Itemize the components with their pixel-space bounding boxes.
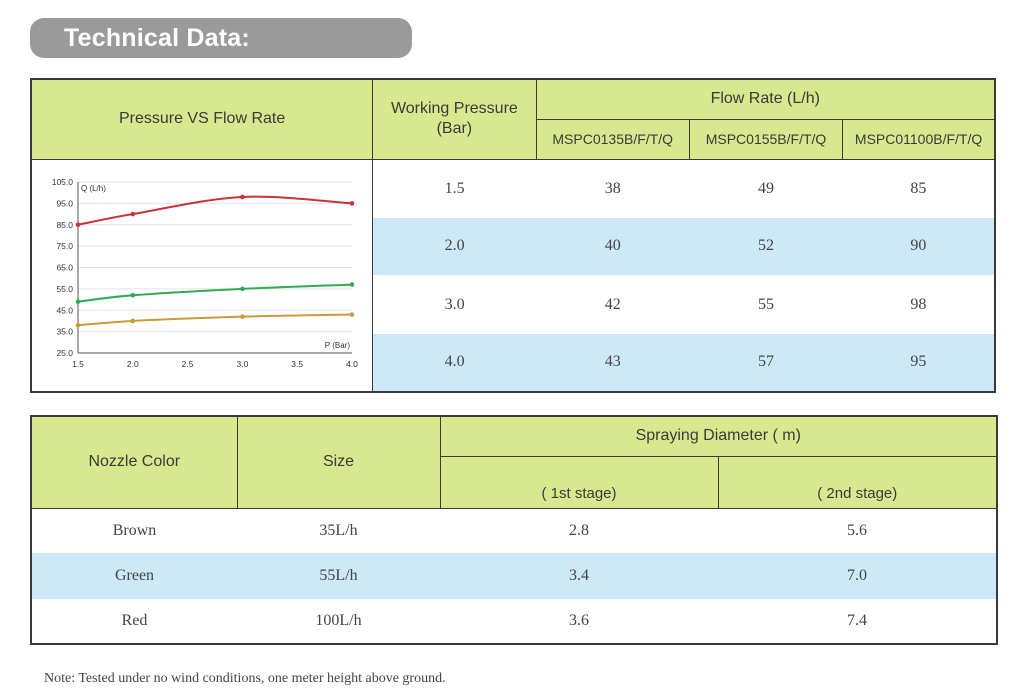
- flow-cell: 57: [689, 333, 843, 392]
- data-point: [349, 311, 355, 317]
- model-header-2: MSPC0155B/F/T/Q: [688, 118, 844, 160]
- pressure-flow-chart: 105.0 95.0 85.0 75.0 65.0 55.0 45.0 35.0 25.01.5…: [52, 177, 358, 369]
- series-line: [77, 283, 353, 303]
- flow-cell: 52: [689, 217, 843, 276]
- series-line: [77, 313, 353, 326]
- data-point: [349, 281, 355, 287]
- data-point: [130, 318, 136, 323]
- stage1-cell: 3.6: [569, 612, 589, 629]
- y-tick-label: 25.0: [56, 348, 73, 358]
- y-tick-label: 35.0: [56, 326, 73, 336]
- x-tick-label: 4.0: [346, 359, 358, 369]
- x-tick-label: 2.5: [182, 359, 194, 369]
- pressure-cell: 4.0: [372, 333, 537, 392]
- stage2-cell: 7.4: [847, 612, 867, 629]
- data-point: [240, 286, 245, 291]
- series-line: [77, 195, 353, 226]
- flow-rate-table: Pressure VS Flow Rate Working Pressure (…: [30, 78, 996, 393]
- nozzle-table: Nozzle Color Size Spraying Diameter ( m)…: [30, 415, 998, 645]
- model-header-3: MSPC01100B/F/T/Q: [842, 118, 996, 160]
- pressure-cell: 2.0: [372, 217, 537, 276]
- x-tick-label: 3.5: [291, 359, 303, 369]
- x-tick-label: 1.5: [72, 359, 84, 369]
- flow-cell: 38: [604, 179, 621, 197]
- stage1-cell: 2.8: [569, 521, 589, 539]
- stage2-cell: 7.0: [718, 553, 997, 599]
- pressure-header: Working Pressure (Bar): [372, 78, 537, 160]
- y-tick-label: 95.0: [56, 198, 73, 208]
- stage1-cell: 3.4: [440, 553, 718, 599]
- nozzle-color-cell: Brown: [112, 521, 157, 539]
- pressure-header-line1: Working Pressure: [390, 100, 518, 118]
- pressure-cell: 1.5: [444, 179, 465, 197]
- spray-diameter-header: Spraying Diameter ( m): [439, 415, 998, 457]
- x-tick-label: 3.0: [236, 359, 248, 369]
- stage2-cell: 5.6: [847, 521, 867, 539]
- flow-cell: 42: [604, 295, 621, 313]
- nozzle-color-cell: Green: [31, 553, 237, 599]
- y-axis-label: Q (L/h): [81, 184, 106, 193]
- x-axis-label: P (Bar): [325, 341, 351, 350]
- size-cell: 55L/h: [237, 553, 440, 599]
- section-title: Technical Data:: [64, 23, 250, 52]
- chart-cell: 105.0 95.0 85.0 75.0 65.0 55.0 45.0 35.0 25.0 1.5…: [30, 158, 374, 392]
- flow-cell: 40: [536, 217, 690, 276]
- y-tick-label: 55.0: [56, 283, 73, 293]
- data-point: [75, 322, 81, 328]
- size-cell: 100L/h: [315, 612, 362, 629]
- section-banner: Technical Data:: [30, 18, 412, 58]
- flow-cell: 43: [536, 333, 690, 392]
- data-point: [130, 211, 136, 216]
- y-tick-label: 45.0: [56, 305, 73, 315]
- pressure-header-line2: (Bar): [436, 120, 473, 138]
- flow-cell: 98: [910, 295, 927, 313]
- stage1-header: ( 1st stage): [439, 455, 719, 509]
- data-point: [75, 298, 81, 304]
- y-tick-label: 105.0: [52, 177, 74, 187]
- footnote: Note: Tested under no wind conditions, o…: [44, 671, 446, 686]
- nozzle-color-cell: Red: [121, 612, 148, 629]
- y-tick-label: 75.0: [56, 241, 73, 251]
- nozzle-color-header: Nozzle Color: [30, 415, 238, 509]
- stage2-header: ( 2nd stage): [717, 455, 998, 509]
- flow-cell: 49: [758, 179, 774, 197]
- data-point: [240, 194, 245, 199]
- flow-cell: 85: [910, 179, 927, 197]
- data-point: [75, 221, 81, 227]
- flow-rate-header: Flow Rate (L/h): [535, 78, 996, 120]
- data-point: [130, 292, 136, 298]
- data-point: [240, 313, 245, 319]
- size-header: Size: [236, 415, 441, 509]
- chart-header: Pressure VS Flow Rate: [30, 78, 374, 160]
- data-point: [349, 200, 355, 206]
- flow-cell: 55: [758, 295, 774, 313]
- flow-cell: 95: [842, 333, 995, 392]
- x-tick-label: 2.0: [127, 359, 139, 369]
- y-tick-label: 85.0: [56, 219, 73, 229]
- y-tick-label: 65.0: [56, 262, 73, 272]
- pressure-cell: 3.0: [444, 295, 465, 313]
- size-cell: 35L/h: [319, 521, 358, 539]
- flow-cell: 90: [842, 217, 995, 276]
- model-header-1: MSPC0135B/F/T/Q: [535, 118, 690, 160]
